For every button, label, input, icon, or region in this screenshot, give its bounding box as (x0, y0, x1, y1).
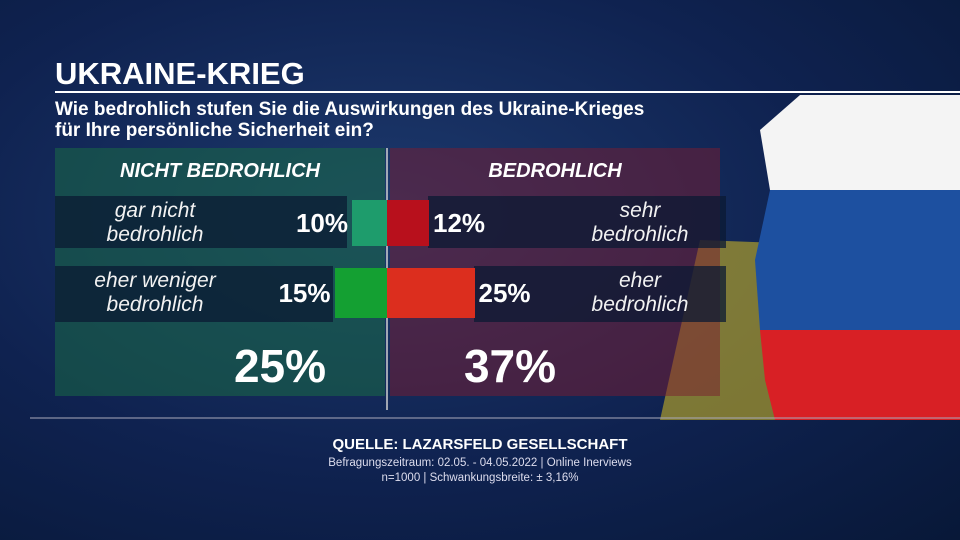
bar (334, 268, 387, 318)
value-label: 15% (278, 278, 331, 308)
bar (387, 200, 429, 246)
note: n=1000 | Schwankungsbreite: ± 3,16% (381, 472, 579, 484)
bar (352, 200, 387, 246)
subtitle-line: für Ihre persönliche Sicherheit ein? (55, 120, 374, 141)
bar (387, 268, 475, 318)
source: QUELLE: LAZARSFELD GESELLSCHAFT (332, 436, 628, 453)
title: UKRAINE-KRIEG (55, 56, 305, 91)
value-label: 10% (295, 208, 348, 238)
category-label: eher bedrohlich (591, 269, 689, 316)
category-label: sehr bedrohlich (591, 199, 689, 246)
total-label: 37% (463, 340, 557, 392)
note: Befragungszeitraum: 02.05. - 04.05.2022 … (328, 457, 632, 469)
value-label: 25% (478, 278, 531, 308)
series-header: BEDROHLICH (488, 160, 622, 182)
series-header: NICHT BEDROHLICH (120, 160, 320, 182)
subtitle: Wie bedrohlich stufen Sie die Auswirkung… (55, 99, 644, 141)
total-label: 25% (233, 340, 327, 392)
category-label: gar nicht bedrohlich (106, 199, 204, 246)
value-label: 12% (433, 208, 486, 238)
category-label: eher weniger bedrohlich (94, 269, 216, 316)
subtitle-line: Wie bedrohlich stufen Sie die Auswirkung… (55, 99, 645, 120)
notes: Befragungszeitraum: 02.05. - 04.05.2022 … (0, 456, 960, 486)
